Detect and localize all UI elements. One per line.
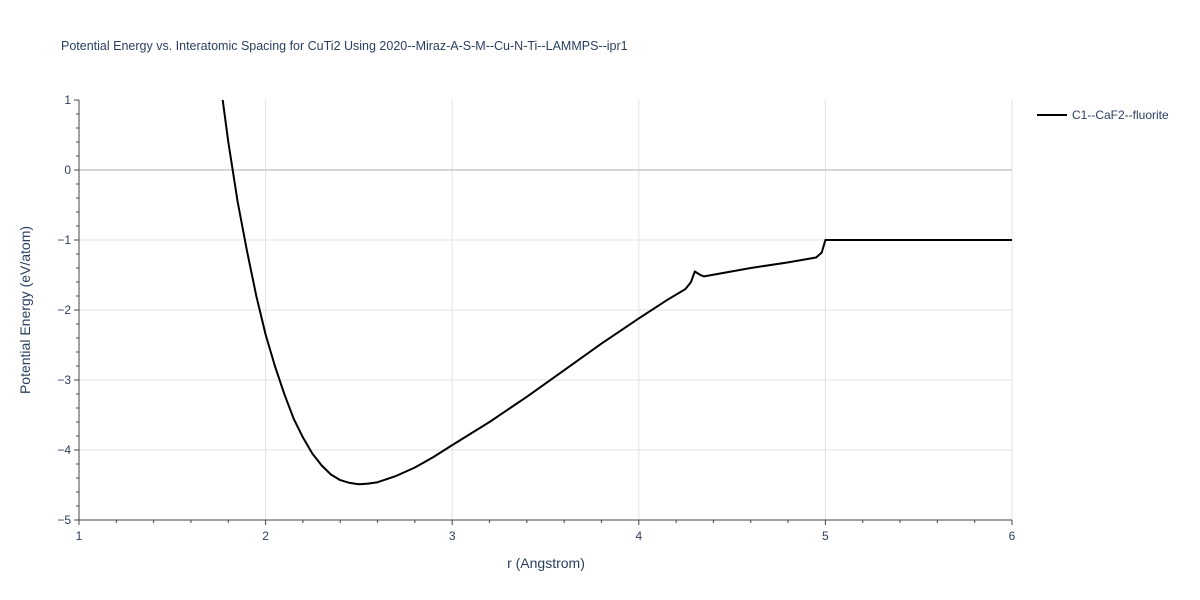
x-tick-label: 6 xyxy=(1009,529,1016,543)
x-tick-label: 2 xyxy=(262,529,269,543)
y-tick-label: −2 xyxy=(57,303,71,317)
y-tick-label: −4 xyxy=(57,443,71,457)
x-tick-label: 5 xyxy=(822,529,829,543)
plot-area xyxy=(221,99,1012,486)
legend[interactable]: C1--CaF2--fluorite xyxy=(1037,108,1169,122)
x-axis-label: r (Angstrom) xyxy=(507,555,585,571)
gridlines xyxy=(79,100,1013,520)
y-tick-label: −3 xyxy=(57,373,71,387)
y-axis-label: Potential Energy (eV/atom) xyxy=(17,226,33,394)
x-tick-label: 1 xyxy=(76,529,83,543)
y-tick-label: −1 xyxy=(57,233,71,247)
legend-item-label: C1--CaF2--fluorite xyxy=(1072,108,1169,122)
y-tick-label: 1 xyxy=(64,93,71,107)
series-line xyxy=(221,99,1012,486)
y-tick-label: 0 xyxy=(64,163,71,177)
axes: 1 2 3 4 5 6 1 0 −1 −2 −3 −4 −5 xyxy=(57,93,1015,543)
y-tick-label: −5 xyxy=(57,513,71,527)
x-tick-label: 3 xyxy=(449,529,456,543)
x-tick-label: 4 xyxy=(635,529,642,543)
chart-title: Potential Energy vs. Interatomic Spacing… xyxy=(61,39,628,53)
